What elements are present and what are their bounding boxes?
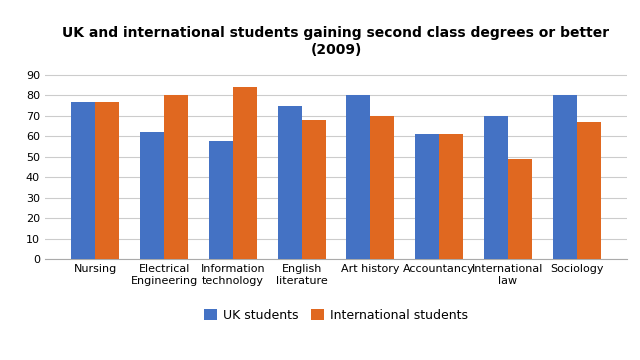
Bar xyxy=(95,102,120,259)
Bar xyxy=(164,95,188,259)
Legend: UK students, International students: UK students, International students xyxy=(199,304,473,327)
Bar xyxy=(140,132,164,259)
Bar xyxy=(233,87,257,259)
Bar xyxy=(439,134,463,259)
Bar xyxy=(415,134,439,259)
Bar xyxy=(552,95,577,259)
Bar xyxy=(301,120,326,259)
Bar xyxy=(484,116,508,259)
Bar xyxy=(71,102,95,259)
Bar xyxy=(346,95,371,259)
Bar xyxy=(371,116,394,259)
Bar xyxy=(209,140,233,259)
Bar xyxy=(508,159,532,259)
Bar xyxy=(577,122,601,259)
Title: UK and international students gaining second class degrees or better
(2009): UK and international students gaining se… xyxy=(63,27,609,57)
Bar xyxy=(278,106,301,259)
